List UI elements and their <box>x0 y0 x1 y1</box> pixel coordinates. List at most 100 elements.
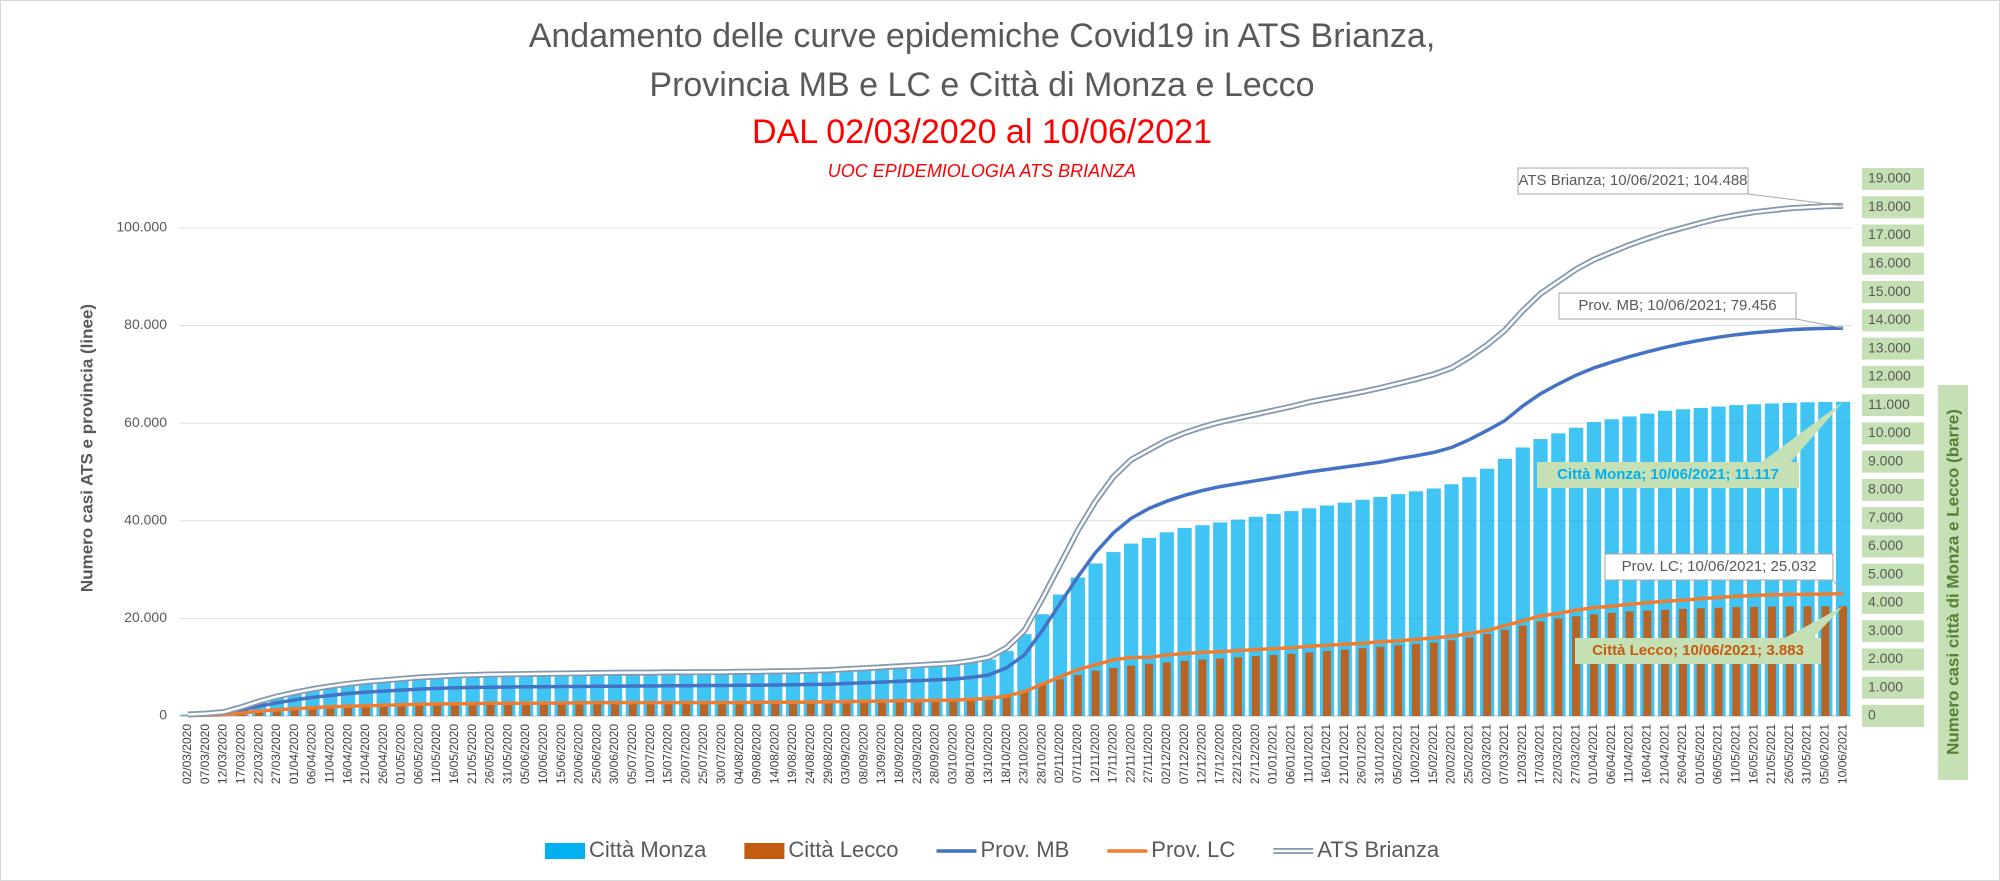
bar <box>1198 659 1207 716</box>
bar <box>842 700 851 716</box>
x-tick-label: 27/11/2020 <box>1141 724 1155 783</box>
x-tick-label: 24/08/2020 <box>803 724 817 784</box>
bar <box>1073 675 1082 716</box>
x-tick-label: 25/02/2021 <box>1462 724 1476 784</box>
x-tick-label: 11/05/2020 <box>429 724 443 783</box>
x-tick-label: 08/10/2020 <box>963 724 977 784</box>
bar <box>753 701 762 716</box>
x-tick-label: 08/09/2020 <box>856 724 870 784</box>
bar <box>913 699 922 716</box>
x-tick-label: 26/05/2021 <box>1782 724 1796 784</box>
bar <box>486 702 495 716</box>
bar <box>1091 670 1100 716</box>
bar <box>522 701 531 716</box>
x-tick-label: 11/04/2020 <box>322 724 336 783</box>
x-tick-label: 02/03/2021 <box>1479 724 1493 784</box>
y-axis-label: Numero casi ATS e provincia (linee) <box>77 304 96 592</box>
y2-tick-label: 3.000 <box>1868 622 1903 638</box>
x-tick-label: 10/06/2021 <box>1835 724 1849 784</box>
bar <box>860 700 869 716</box>
x-tick-label: 07/11/2020 <box>1070 724 1084 783</box>
bar <box>1554 618 1563 716</box>
bar <box>1340 649 1349 716</box>
bar <box>1572 616 1581 716</box>
x-tick-label: 06/04/2020 <box>305 724 319 784</box>
x-tick-label: 22/03/2021 <box>1551 724 1565 784</box>
legend-label: Città Monza <box>589 837 707 862</box>
bar <box>789 701 798 716</box>
y2-tick-label: 13.000 <box>1868 339 1911 355</box>
x-tick-label: 17/12/2020 <box>1212 724 1226 784</box>
x-tick-label: 26/05/2020 <box>483 724 497 784</box>
bar <box>433 702 442 716</box>
y2-tick-box <box>1862 648 1924 671</box>
y2-tick-label: 0 <box>1868 707 1876 723</box>
callout-leader <box>1832 579 1844 595</box>
x-tick-label: 21/05/2021 <box>1764 724 1778 784</box>
x-tick-label: 07/12/2020 <box>1177 724 1191 784</box>
legend-swatch <box>744 843 785 859</box>
bar <box>967 697 976 716</box>
y2-tick-label: 11.000 <box>1868 396 1910 412</box>
bar <box>290 708 299 716</box>
x-tick-label: 01/04/2020 <box>287 724 301 784</box>
x-tick-label: 27/12/2020 <box>1248 724 1262 784</box>
x-tick-label: 22/12/2020 <box>1230 724 1244 784</box>
x-tick-label: 12/11/2020 <box>1088 724 1102 783</box>
bar <box>1429 642 1438 716</box>
y2-tick-label: 8.000 <box>1868 481 1903 497</box>
y-tick-label: 40.000 <box>124 511 167 527</box>
bar <box>984 696 993 716</box>
x-tick-label: 28/10/2020 <box>1034 724 1048 784</box>
bar <box>237 713 246 716</box>
bar <box>611 701 620 716</box>
x-tick-label: 04/08/2020 <box>732 724 746 784</box>
x-tick-label: 16/04/2021 <box>1639 724 1653 784</box>
y2-tick-label: 2.000 <box>1868 650 1903 666</box>
y2-tick-label: 6.000 <box>1868 537 1903 553</box>
x-tick-label: 28/09/2020 <box>928 724 942 784</box>
legend-label: Città Lecco <box>788 837 898 862</box>
x-tick-label: 03/10/2020 <box>945 724 959 784</box>
x-tick-label: 13/10/2020 <box>981 724 995 784</box>
callout-leader <box>1747 193 1844 207</box>
bar <box>664 701 673 716</box>
bar <box>1465 637 1474 716</box>
x-tick-label: 06/01/2021 <box>1284 724 1298 784</box>
bar <box>771 701 780 716</box>
bar <box>1839 606 1848 716</box>
callout-box <box>1604 553 1834 581</box>
legend-item: Prov. LC <box>1107 837 1235 862</box>
bar <box>682 701 691 716</box>
x-tick-label: 21/04/2020 <box>358 724 372 784</box>
x-tick-label: 11/01/2021 <box>1301 724 1315 783</box>
x-tick-label: 07/03/2020 <box>198 724 212 784</box>
x-tick-label: 21/01/2021 <box>1337 724 1351 784</box>
x-tick-label: 30/06/2020 <box>607 724 621 784</box>
y2-tick-box <box>1862 252 1924 275</box>
bar <box>878 699 887 716</box>
bar <box>1358 648 1367 716</box>
callout-text: Città Monza; 10/06/2021; 11.117 <box>1557 466 1779 483</box>
y2-tick-label: 17.000 <box>1868 226 1911 242</box>
bar <box>1251 656 1260 716</box>
x-tick-label: 21/05/2020 <box>465 724 479 784</box>
bar <box>361 704 370 716</box>
y-tick-label: 20.000 <box>124 609 167 625</box>
callout-box <box>1575 638 1821 664</box>
y2-tick-box <box>1862 620 1924 643</box>
x-tick-label: 30/07/2020 <box>714 724 728 784</box>
legend-label: ATS Brianza <box>1317 837 1440 862</box>
chart-note: UOC EPIDEMIOLOGIA ATS BRIANZA <box>828 161 1136 181</box>
y2-tick-box <box>1862 309 1924 332</box>
bar <box>1109 667 1118 716</box>
x-tick-label: 18/10/2020 <box>999 724 1013 784</box>
bar <box>735 701 744 716</box>
bar <box>326 705 335 716</box>
bar <box>1216 658 1225 716</box>
x-tick-label: 06/05/2021 <box>1711 724 1725 784</box>
x-tick-label: 29/08/2020 <box>821 724 835 784</box>
y2-tick-label: 14.000 <box>1868 311 1911 327</box>
bar <box>1589 614 1598 716</box>
callout-pointer <box>1781 606 1844 640</box>
